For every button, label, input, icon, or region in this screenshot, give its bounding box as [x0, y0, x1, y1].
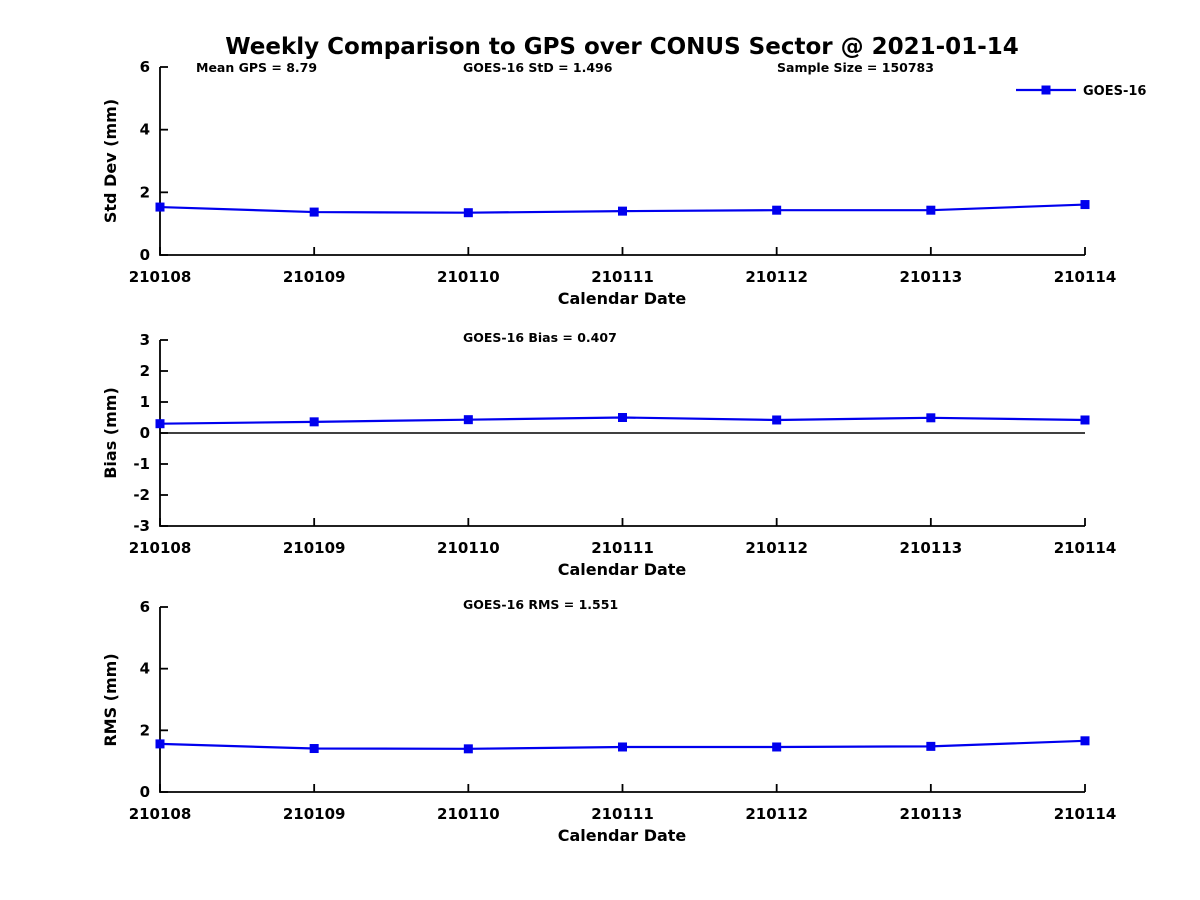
x-tick-label: 210108 [129, 539, 192, 557]
annotation-sample-size: Sample Size = 150783 [777, 60, 934, 75]
x-tick-label: 210109 [283, 539, 346, 557]
annotation-goes16-std: GOES-16 StD = 1.496 [463, 60, 613, 75]
series-marker [309, 417, 319, 427]
y-tick-label: -1 [133, 455, 150, 473]
x-tick-label: 210111 [591, 805, 654, 823]
x-tick-label: 210113 [900, 539, 963, 557]
subplot-rms: 0 2 4 6 210108 210109 210110 210111 210112 210113… [129, 598, 1117, 823]
axis-spines [159, 67, 1085, 256]
y-tick-label: 6 [140, 598, 150, 616]
y-axis-label-std-dev: Std Dev (mm) [101, 99, 120, 223]
x-tick-label: 210111 [591, 539, 654, 557]
series-marker [463, 208, 473, 218]
series-marker [463, 744, 473, 754]
y-tick-label: -3 [133, 517, 150, 535]
y-tick-label: 2 [140, 721, 150, 739]
x-tick-label: 210114 [1054, 539, 1117, 557]
y-tick-label: 2 [140, 362, 150, 380]
series-marker [618, 742, 627, 752]
y-axis-label-rms: RMS (mm) [101, 653, 120, 746]
series-marker [1080, 200, 1090, 210]
y-tick-label: 0 [140, 246, 150, 264]
x-tick-label: 210114 [1054, 268, 1117, 286]
series-marker [772, 205, 782, 215]
annotation-mean-gps: Mean GPS = 8.79 [196, 60, 317, 75]
subplot-bias: 3 2 1 0 -1 -2 -3 210108 210109 210110 210111 210112… [129, 331, 1117, 557]
series-marker [309, 744, 319, 754]
legend-label: GOES-16 [1083, 84, 1146, 99]
series-marker [463, 415, 473, 425]
x-axis-label-top: Calendar Date [558, 289, 687, 308]
x-tick-label: 210110 [437, 268, 500, 286]
x-tick-label: 210112 [745, 268, 808, 286]
series-marker [1080, 736, 1090, 746]
series-marker [772, 415, 782, 425]
y-tick-label: 3 [140, 331, 150, 349]
series-marker [926, 741, 936, 751]
y-axis-label-bias: Bias (mm) [101, 387, 120, 479]
series-marker [309, 207, 319, 217]
x-tick-label: 210113 [900, 805, 963, 823]
x-tick-label: 210113 [900, 268, 963, 286]
axis-spines [159, 607, 1085, 793]
x-tick-label: 210112 [745, 805, 808, 823]
series-marker [772, 742, 782, 752]
y-tick-label: 1 [140, 393, 150, 411]
series-marker [618, 206, 627, 216]
series-marker [155, 739, 165, 749]
y-tick-label: 0 [140, 783, 150, 801]
legend-marker [1041, 85, 1051, 95]
series-marker [1080, 415, 1090, 425]
x-axis-label-bottom: Calendar Date [558, 826, 687, 845]
y-tick-label: 4 [140, 121, 150, 139]
x-tick-label: 210112 [745, 539, 808, 557]
y-tick-label: -2 [133, 486, 150, 504]
subplot-std-dev: 0 2 4 6 210108 210109 210110 210111 210112 210113… [129, 58, 1117, 286]
series-marker [926, 413, 936, 423]
x-tick-label: 210111 [591, 268, 654, 286]
x-tick-label: 210110 [437, 805, 500, 823]
x-tick-label: 210108 [129, 805, 192, 823]
series-marker [926, 205, 936, 215]
series-marker [155, 202, 165, 212]
x-tick-label: 210114 [1054, 805, 1117, 823]
x-tick-label: 210108 [129, 268, 192, 286]
annotation-goes16-bias: GOES-16 Bias = 0.407 [463, 330, 617, 345]
series-marker [155, 419, 165, 429]
y-tick-label: 2 [140, 183, 150, 201]
x-axis-label-middle: Calendar Date [558, 560, 687, 579]
y-tick-label: 0 [140, 424, 150, 442]
x-tick-label: 210110 [437, 539, 500, 557]
annotation-goes16-rms: GOES-16 RMS = 1.551 [463, 597, 618, 612]
x-tick-label: 210109 [283, 805, 346, 823]
x-tick-label: 210109 [283, 268, 346, 286]
legend: GOES-16 [1016, 84, 1146, 99]
chart-title: Weekly Comparison to GPS over CONUS Sect… [225, 34, 1019, 60]
y-tick-label: 4 [140, 660, 150, 678]
series-marker [618, 413, 627, 422]
y-tick-label: 6 [140, 58, 150, 76]
